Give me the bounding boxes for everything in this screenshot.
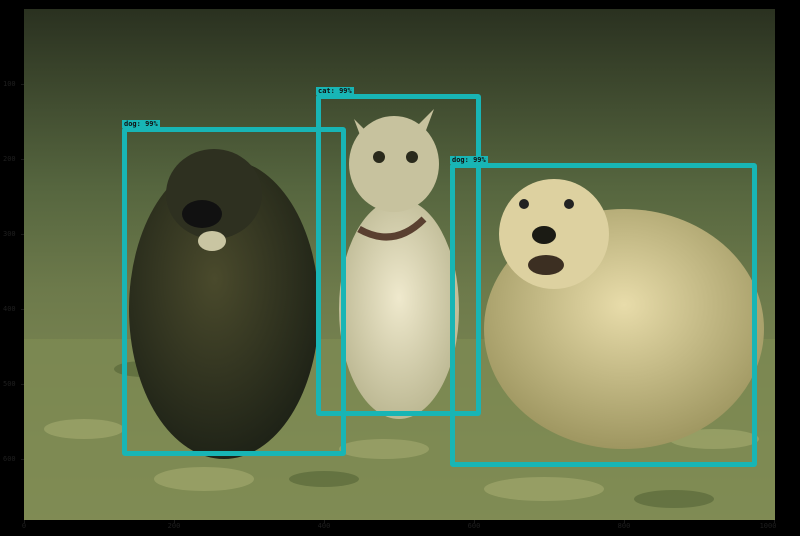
detection-label-cat: cat: 99% [316, 87, 354, 95]
x-tick-label: 400 [317, 522, 331, 530]
detection-label-dog-right: dog: 99% [450, 156, 488, 164]
x-tick-mark [174, 520, 175, 523]
x-tick-label: 1000 [759, 522, 777, 530]
image-axes: dog: 99% cat: 99% dog: 99% [24, 9, 775, 520]
x-tick-label: 800 [617, 522, 631, 530]
y-tick-label: 400 [3, 305, 16, 313]
detection-box-cat [316, 94, 481, 416]
y-tick-label: 200 [3, 155, 16, 163]
detection-box-dog-left [122, 127, 346, 456]
detection-score: 99% [473, 156, 486, 164]
y-tick-label: 600 [3, 455, 16, 463]
x-tick-mark [24, 520, 25, 523]
x-tick-mark [624, 520, 625, 523]
y-tick-label: 500 [3, 380, 16, 388]
y-tick-mark [21, 84, 24, 85]
detection-label-dog-left: dog: 99% [122, 120, 160, 128]
y-tick-mark [21, 159, 24, 160]
x-tick-label: 0 [21, 522, 27, 530]
detection-class: dog: [452, 156, 469, 164]
x-tick-mark [474, 520, 475, 523]
y-tick-mark [21, 459, 24, 460]
y-tick-mark [21, 309, 24, 310]
y-tick-label: 100 [3, 80, 16, 88]
y-tick-label: 300 [3, 230, 16, 238]
detection-score: 99% [339, 87, 352, 95]
detection-class: dog: [124, 120, 141, 128]
detection-box-dog-right [450, 163, 757, 467]
detection-class: cat: [318, 87, 335, 95]
x-tick-mark [774, 520, 775, 523]
x-tick-label: 200 [167, 522, 181, 530]
y-tick-mark [21, 234, 24, 235]
x-tick-label: 600 [467, 522, 481, 530]
y-tick-mark [21, 384, 24, 385]
detection-score: 99% [145, 120, 158, 128]
x-tick-mark [324, 520, 325, 523]
